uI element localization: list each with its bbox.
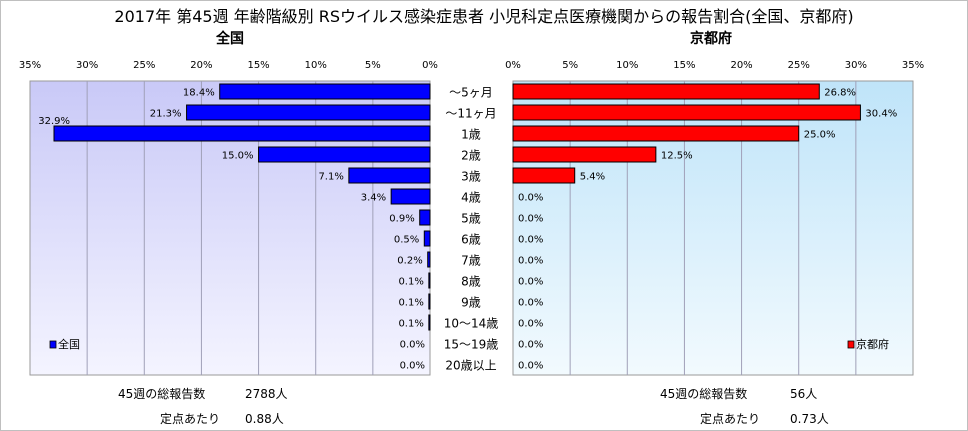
left-tick-label: 15% [247, 60, 269, 71]
right-data-label: 0.0% [518, 340, 543, 351]
left-bar [423, 230, 431, 247]
left-bar [427, 251, 431, 268]
left-data-label: 3.4% [361, 193, 386, 204]
right-legend-label: 京都府 [856, 337, 889, 351]
right-tick-label: 0% [505, 60, 521, 71]
right-data-label: 0.0% [518, 361, 543, 372]
left-legend-swatch [49, 340, 57, 349]
left-data-label: 18.4% [183, 88, 215, 99]
left-tick-label: 35% [19, 60, 41, 71]
right-data-label: 0.0% [518, 256, 543, 267]
right-legend-swatch [847, 340, 855, 349]
left-bar [348, 167, 431, 184]
left-data-label: 0.1% [398, 277, 423, 288]
left-per-label: 定点あたり [160, 412, 221, 426]
left-bar [390, 188, 431, 205]
left-data-label: 0.1% [398, 319, 423, 330]
left-total-label: 45週の総報告数 [118, 387, 206, 401]
left-tick-label: 25% [133, 60, 155, 71]
right-per-value: 0.73人 [790, 412, 829, 426]
left-bar [258, 146, 431, 163]
left-total-value: 2788人 [245, 387, 288, 401]
right-data-label: 0.0% [518, 235, 543, 246]
left-data-label: 0.0% [400, 361, 425, 372]
right-tick-label: 35% [902, 60, 924, 71]
category-label: 9歳 [461, 296, 481, 310]
right-total-value: 56人 [790, 387, 818, 401]
left-data-label: 32.9% [38, 116, 70, 127]
right-data-label: 25.0% [804, 130, 836, 141]
left-bar [219, 83, 431, 100]
left-bar [428, 314, 431, 331]
category-label: 10～14歳 [444, 317, 499, 331]
left-bar [428, 293, 431, 310]
right-bar [512, 125, 800, 142]
right-bar [512, 167, 576, 184]
right-tick-label: 15% [673, 60, 695, 71]
left-tick-label: 20% [190, 60, 212, 71]
right-bar [512, 104, 861, 121]
left-data-label: 0.9% [389, 214, 414, 225]
left-data-label: 0.1% [398, 298, 423, 309]
category-label: 1歳 [461, 128, 481, 142]
chart-title: 2017年 第45週 年齢階級別 RSウイルス感染症患者 小児科定点医療機関から… [114, 7, 854, 26]
left-tick-label: 30% [76, 60, 98, 71]
left-subtitle: 全国 [215, 30, 244, 47]
left-bar [428, 272, 431, 289]
right-tick-label: 10% [616, 60, 638, 71]
left-legend-label: 全国 [58, 337, 80, 351]
right-tick-label: 25% [788, 60, 810, 71]
right-data-label: 0.0% [518, 298, 543, 309]
left-bar [53, 125, 431, 142]
right-data-label: 0.0% [518, 214, 543, 225]
category-label: 4歳 [461, 191, 481, 205]
right-tick-label: 20% [730, 60, 752, 71]
left-data-label: 21.3% [150, 109, 182, 120]
category-label: 20歳以上 [445, 359, 496, 373]
category-label: ～11ヶ月 [445, 107, 496, 121]
right-plot-area [512, 80, 914, 376]
left-bar [419, 209, 431, 226]
category-label: 5歳 [461, 212, 481, 226]
right-total-label: 45週の総報告数 [660, 387, 748, 401]
right-data-label: 26.8% [824, 88, 856, 99]
right-subtitle: 京都府 [690, 30, 732, 47]
left-tick-label: 10% [305, 60, 327, 71]
left-bar [186, 104, 431, 121]
category-label: 15～19歳 [444, 338, 499, 352]
right-per-label: 定点あたり [700, 412, 761, 426]
category-label: 7歳 [461, 254, 481, 268]
right-data-label: 0.0% [518, 319, 543, 330]
left-tick-label: 5% [365, 60, 381, 71]
left-data-label: 7.1% [318, 172, 343, 183]
left-tick-label: 0% [422, 60, 438, 71]
category-label: 2歳 [461, 149, 481, 163]
right-tick-label: 5% [562, 60, 578, 71]
category-label: 6歳 [461, 233, 481, 247]
right-data-label: 12.5% [661, 151, 693, 162]
right-data-label: 0.0% [518, 193, 543, 204]
left-per-value: 0.88人 [245, 412, 284, 426]
category-label: 3歳 [461, 170, 481, 184]
right-data-label: 0.0% [518, 277, 543, 288]
right-data-label: 30.4% [865, 109, 897, 120]
category-label: 8歳 [461, 275, 481, 289]
right-data-label: 5.4% [580, 172, 605, 183]
right-bar [512, 83, 820, 100]
right-tick-label: 30% [845, 60, 867, 71]
left-data-label: 0.5% [394, 235, 419, 246]
left-data-label: 0.2% [397, 256, 422, 267]
right-bar [512, 146, 657, 163]
left-data-label: 15.0% [222, 151, 254, 162]
category-label: ～5ヶ月 [449, 86, 493, 100]
left-plot-area [29, 80, 431, 376]
left-data-label: 0.0% [400, 340, 425, 351]
